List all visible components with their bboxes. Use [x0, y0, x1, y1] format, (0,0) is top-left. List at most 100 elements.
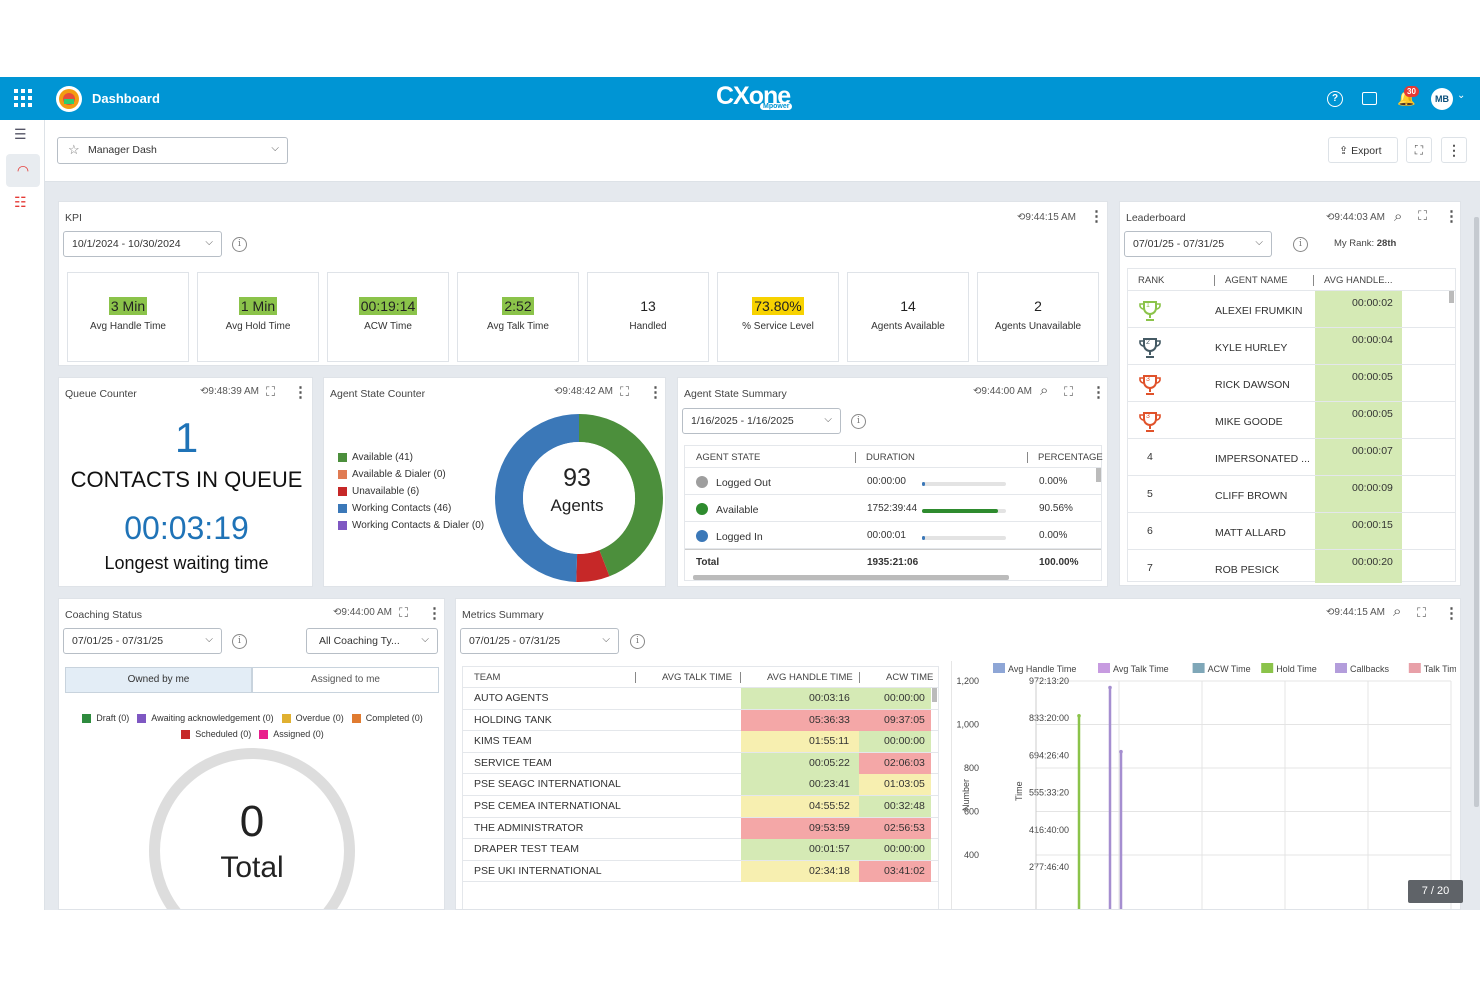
column-header[interactable]: PERCENTAGE — [1027, 452, 1103, 463]
legend-item[interactable]: Available & Dialer (0) — [338, 469, 484, 480]
column-header[interactable]: AGENT STATE — [696, 452, 761, 463]
date-range-select[interactable]: 07/01/25 - 07/31/25 ⌵ — [460, 628, 619, 654]
donut-segment[interactable] — [578, 414, 663, 577]
scrollbar[interactable] — [1449, 291, 1454, 303]
series-point[interactable] — [1108, 685, 1112, 690]
menu-icon[interactable]: ☰ — [14, 126, 27, 142]
table-row[interactable]: PSE SEAGC INTERNATIONAL 00:23:41 01:03:05 — [463, 774, 938, 796]
kpi-card[interactable]: 13 Handled — [587, 272, 709, 362]
kpi-card[interactable]: 14 Agents Available — [847, 272, 969, 362]
column-header[interactable]: AVG HANDLE TIME — [740, 672, 853, 683]
vertical-scrollbar[interactable] — [932, 688, 937, 702]
tab-owned-by-me[interactable]: Owned by me — [65, 667, 252, 693]
column-header[interactable]: AGENT NAME — [1214, 275, 1288, 286]
table-row[interactable]: HOLDING TANK 05:36:33 09:37:05 — [463, 709, 938, 732]
table-row[interactable]: 2 KYLE HURLEY 00:00:04 — [1128, 328, 1455, 365]
donut-segment[interactable] — [576, 549, 610, 582]
legend-item[interactable]: Available (41) — [338, 452, 484, 463]
date-range-select[interactable]: 07/01/25 - 07/31/25 ⌵ — [1124, 231, 1272, 257]
legend-item[interactable]: Working Contacts & Dialer (0) — [338, 520, 484, 531]
table-row[interactable]: 5 CLIFF BROWN 00:00:09 — [1128, 476, 1455, 513]
app-launcher-icon[interactable] — [14, 89, 32, 107]
more-options-icon[interactable]: ⋮ — [293, 384, 308, 401]
legend-item[interactable]: Draft (0) — [82, 713, 129, 723]
series-point[interactable] — [1077, 714, 1081, 718]
search-icon[interactable]: ⌕ — [1040, 382, 1049, 399]
table-row[interactable]: PSE CEMEA INTERNATIONAL 04:55:52 00:32:48 — [463, 796, 938, 818]
info-icon[interactable]: i — [232, 237, 247, 252]
page-scrollbar[interactable] — [1474, 217, 1479, 807]
series-point[interactable] — [1119, 749, 1123, 754]
nav-list-icon[interactable]: ☷ — [14, 194, 27, 210]
table-row[interactable]: THE ADMINISTRATOR 09:53:59 02:56:53 — [463, 817, 938, 840]
more-options-icon[interactable]: ⋮ — [1444, 208, 1459, 225]
legend-item[interactable]: Completed (0) — [351, 713, 423, 723]
legend-label[interactable]: Talk Time — [1424, 664, 1456, 674]
more-options-icon[interactable]: ⋮ — [1091, 384, 1106, 401]
table-row[interactable]: 1 ALEXEI FRUMKIN 00:00:02 — [1128, 291, 1455, 328]
search-icon[interactable]: ⌕ — [1393, 603, 1402, 620]
table-row[interactable]: 6 MATT ALLARD 00:00:15 — [1128, 513, 1455, 550]
table-row[interactable]: Available 1752:39:44 90.56% — [685, 495, 1101, 522]
column-header[interactable]: AVG HANDLE... — [1313, 275, 1392, 286]
table-row[interactable]: KIMS TEAM 01:55:11 00:00:00 — [463, 731, 938, 753]
date-range-select[interactable]: 10/1/2024 - 10/30/2024 ⌵ — [63, 231, 222, 257]
chevron-down-icon[interactable]: ⌄ — [1457, 90, 1466, 101]
legend-label[interactable]: ACW Time — [1208, 664, 1251, 674]
column-header[interactable]: DURATION — [855, 452, 915, 463]
table-row[interactable]: 3 MIKE GOODE 00:00:05 — [1128, 402, 1455, 439]
legend-item[interactable]: Unavailable (6) — [338, 486, 484, 497]
expand-icon[interactable]: ⛶ — [399, 605, 409, 620]
legend-label[interactable]: Avg Talk Time — [1113, 664, 1169, 674]
table-row[interactable]: 3 RICK DAWSON 00:00:05 — [1128, 365, 1455, 402]
legend-label[interactable]: Avg Handle Time — [1008, 664, 1076, 674]
more-options-icon[interactable]: ⋮ — [1444, 605, 1459, 622]
expand-icon[interactable]: ⛶ — [1418, 208, 1428, 223]
legend-item[interactable]: Awaiting acknowledgement (0) — [137, 713, 274, 723]
more-options-icon[interactable]: ⋮ — [1089, 208, 1104, 225]
table-row[interactable]: PSE UKI INTERNATIONAL 02:34:18 03:41:02 — [463, 860, 938, 883]
avatar[interactable]: MB — [1431, 88, 1453, 110]
table-row[interactable]: Logged In 00:00:01 0.00% — [685, 522, 1101, 549]
legend-item[interactable]: Overdue (0) — [281, 713, 344, 723]
search-icon[interactable]: ⌕ — [1394, 208, 1403, 225]
more-options-icon[interactable]: ⋮ — [648, 384, 663, 401]
info-icon[interactable]: i — [232, 634, 247, 649]
table-row[interactable]: AUTO AGENTS 00:03:16 00:00:00 — [463, 688, 938, 710]
kpi-card[interactable]: 2:52 Avg Talk Time — [457, 272, 579, 362]
monitor-icon[interactable] — [1362, 92, 1377, 105]
horizontal-scrollbar[interactable] — [693, 575, 1009, 580]
legend-label[interactable]: Callbacks — [1350, 664, 1390, 674]
table-row[interactable]: Logged Out 00:00:00 0.00% — [685, 468, 1101, 495]
kpi-card[interactable]: 00:19:14 ACW Time — [327, 272, 449, 362]
kpi-card[interactable]: 3 Min Avg Handle Time — [67, 272, 189, 362]
kpi-card[interactable]: 73.80% % Service Level — [717, 272, 839, 362]
fullscreen-icon[interactable]: ⛶ — [1406, 137, 1432, 163]
vertical-scrollbar[interactable] — [1096, 468, 1101, 482]
date-range-select[interactable]: 1/16/2025 - 1/16/2025 ⌵ — [682, 408, 841, 434]
column-header[interactable]: RANK — [1138, 275, 1165, 286]
column-header[interactable]: AVG TALK TIME — [635, 672, 732, 683]
info-icon[interactable]: i — [630, 634, 645, 649]
date-range-select[interactable]: 07/01/25 - 07/31/25 ⌵ — [63, 628, 222, 654]
dashboard-select[interactable]: ☆ Manager Dash ⌵ — [57, 137, 288, 164]
table-row[interactable]: SERVICE TEAM 00:05:22 02:06:03 — [463, 752, 938, 775]
expand-icon[interactable]: ⛶ — [620, 384, 630, 399]
more-options-icon[interactable]: ⋮ — [1441, 137, 1467, 163]
column-header[interactable]: TEAM — [474, 672, 501, 683]
star-icon[interactable]: ☆ — [68, 142, 80, 157]
column-header[interactable]: ACW TIME — [859, 672, 933, 683]
tab-assigned-to-me[interactable]: Assigned to me — [252, 667, 439, 693]
table-row[interactable]: DRAPER TEST TEAM 00:01:57 00:00:00 — [463, 839, 938, 861]
help-icon[interactable]: ? — [1327, 91, 1343, 107]
expand-icon[interactable]: ⛶ — [1064, 384, 1074, 399]
nav-dashboard-icon[interactable]: ◠ — [6, 154, 40, 187]
expand-icon[interactable]: ⛶ — [266, 384, 276, 399]
legend-item[interactable]: Working Contacts (46) — [338, 503, 484, 514]
info-icon[interactable]: i — [1293, 237, 1308, 252]
kpi-card[interactable]: 1 Min Avg Hold Time — [197, 272, 319, 362]
table-row[interactable]: 7 ROB PESICK 00:00:20 — [1128, 550, 1455, 585]
coaching-type-select[interactable]: All Coaching Ty... ⌵ — [306, 628, 438, 654]
legend-item[interactable]: Assigned (0) — [259, 729, 324, 739]
kpi-card[interactable]: 2 Agents Unavailable — [977, 272, 1099, 362]
